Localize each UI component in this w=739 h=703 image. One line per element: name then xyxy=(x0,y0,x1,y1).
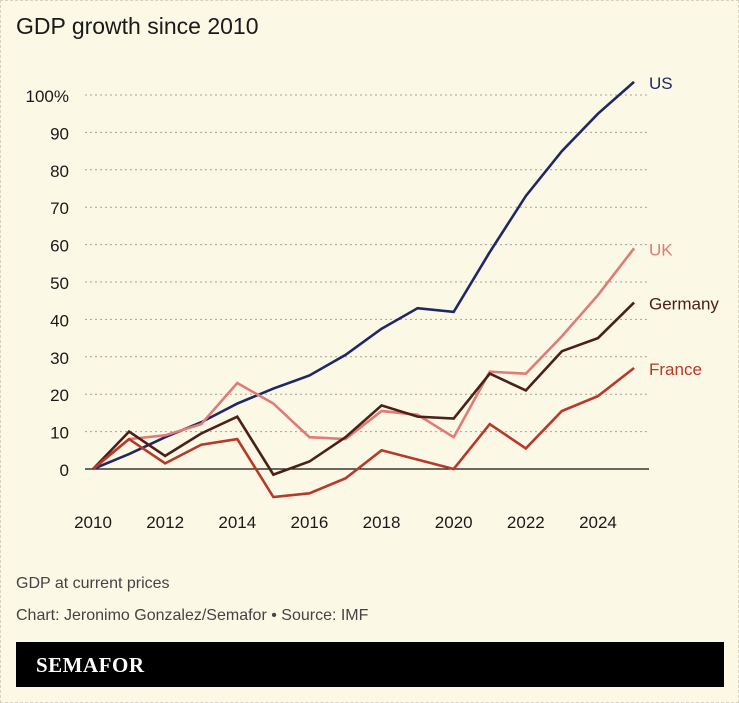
x-tick-label: 2016 xyxy=(291,513,329,532)
series-line-uk xyxy=(92,247,636,471)
chart-credit: Chart: Jeronimo Gonzalez/Semafor • Sourc… xyxy=(16,607,369,624)
x-tick-label: 2018 xyxy=(363,513,401,532)
y-tick-label: 90 xyxy=(50,124,69,143)
series-label-france: France xyxy=(649,360,702,379)
y-tick-label: 60 xyxy=(50,237,69,256)
series-label-germany: Germany xyxy=(649,295,719,314)
x-tick-label: 2010 xyxy=(74,513,112,532)
series-label-us: US xyxy=(649,74,673,93)
brand-logo: SEMAFOR xyxy=(36,653,145,677)
y-tick-label: 100% xyxy=(26,87,69,106)
y-tick-label: 20 xyxy=(50,386,69,405)
x-tick-label: 2024 xyxy=(579,513,617,532)
y-tick-label: 0 xyxy=(60,461,69,480)
line-chart: 0 10 20 30 40 50 60 70 80 90 100% 2010 2012 2014 2016 2… xyxy=(26,74,720,532)
y-tick-label: 10 xyxy=(50,424,69,443)
series-line-france xyxy=(92,366,635,499)
y-tick-label: 50 xyxy=(50,274,69,293)
brand-bar: SEMAFOR xyxy=(16,642,724,687)
series-line-us xyxy=(92,80,635,471)
x-tick-label: 2022 xyxy=(507,513,545,532)
series-line-germany xyxy=(92,301,635,477)
chart-title: GDP growth since 2010 xyxy=(16,13,259,39)
y-tick-label: 30 xyxy=(50,349,69,368)
y-tick-label: 80 xyxy=(50,162,69,181)
y-tick-label: 40 xyxy=(50,311,69,330)
y-tick-label: 70 xyxy=(50,199,69,218)
series-label-uk: UK xyxy=(649,240,673,259)
chart-note: GDP at current prices xyxy=(16,575,170,592)
x-tick-label: 2012 xyxy=(146,513,184,532)
x-tick-label: 2014 xyxy=(218,513,256,532)
x-tick-label: 2020 xyxy=(435,513,473,532)
